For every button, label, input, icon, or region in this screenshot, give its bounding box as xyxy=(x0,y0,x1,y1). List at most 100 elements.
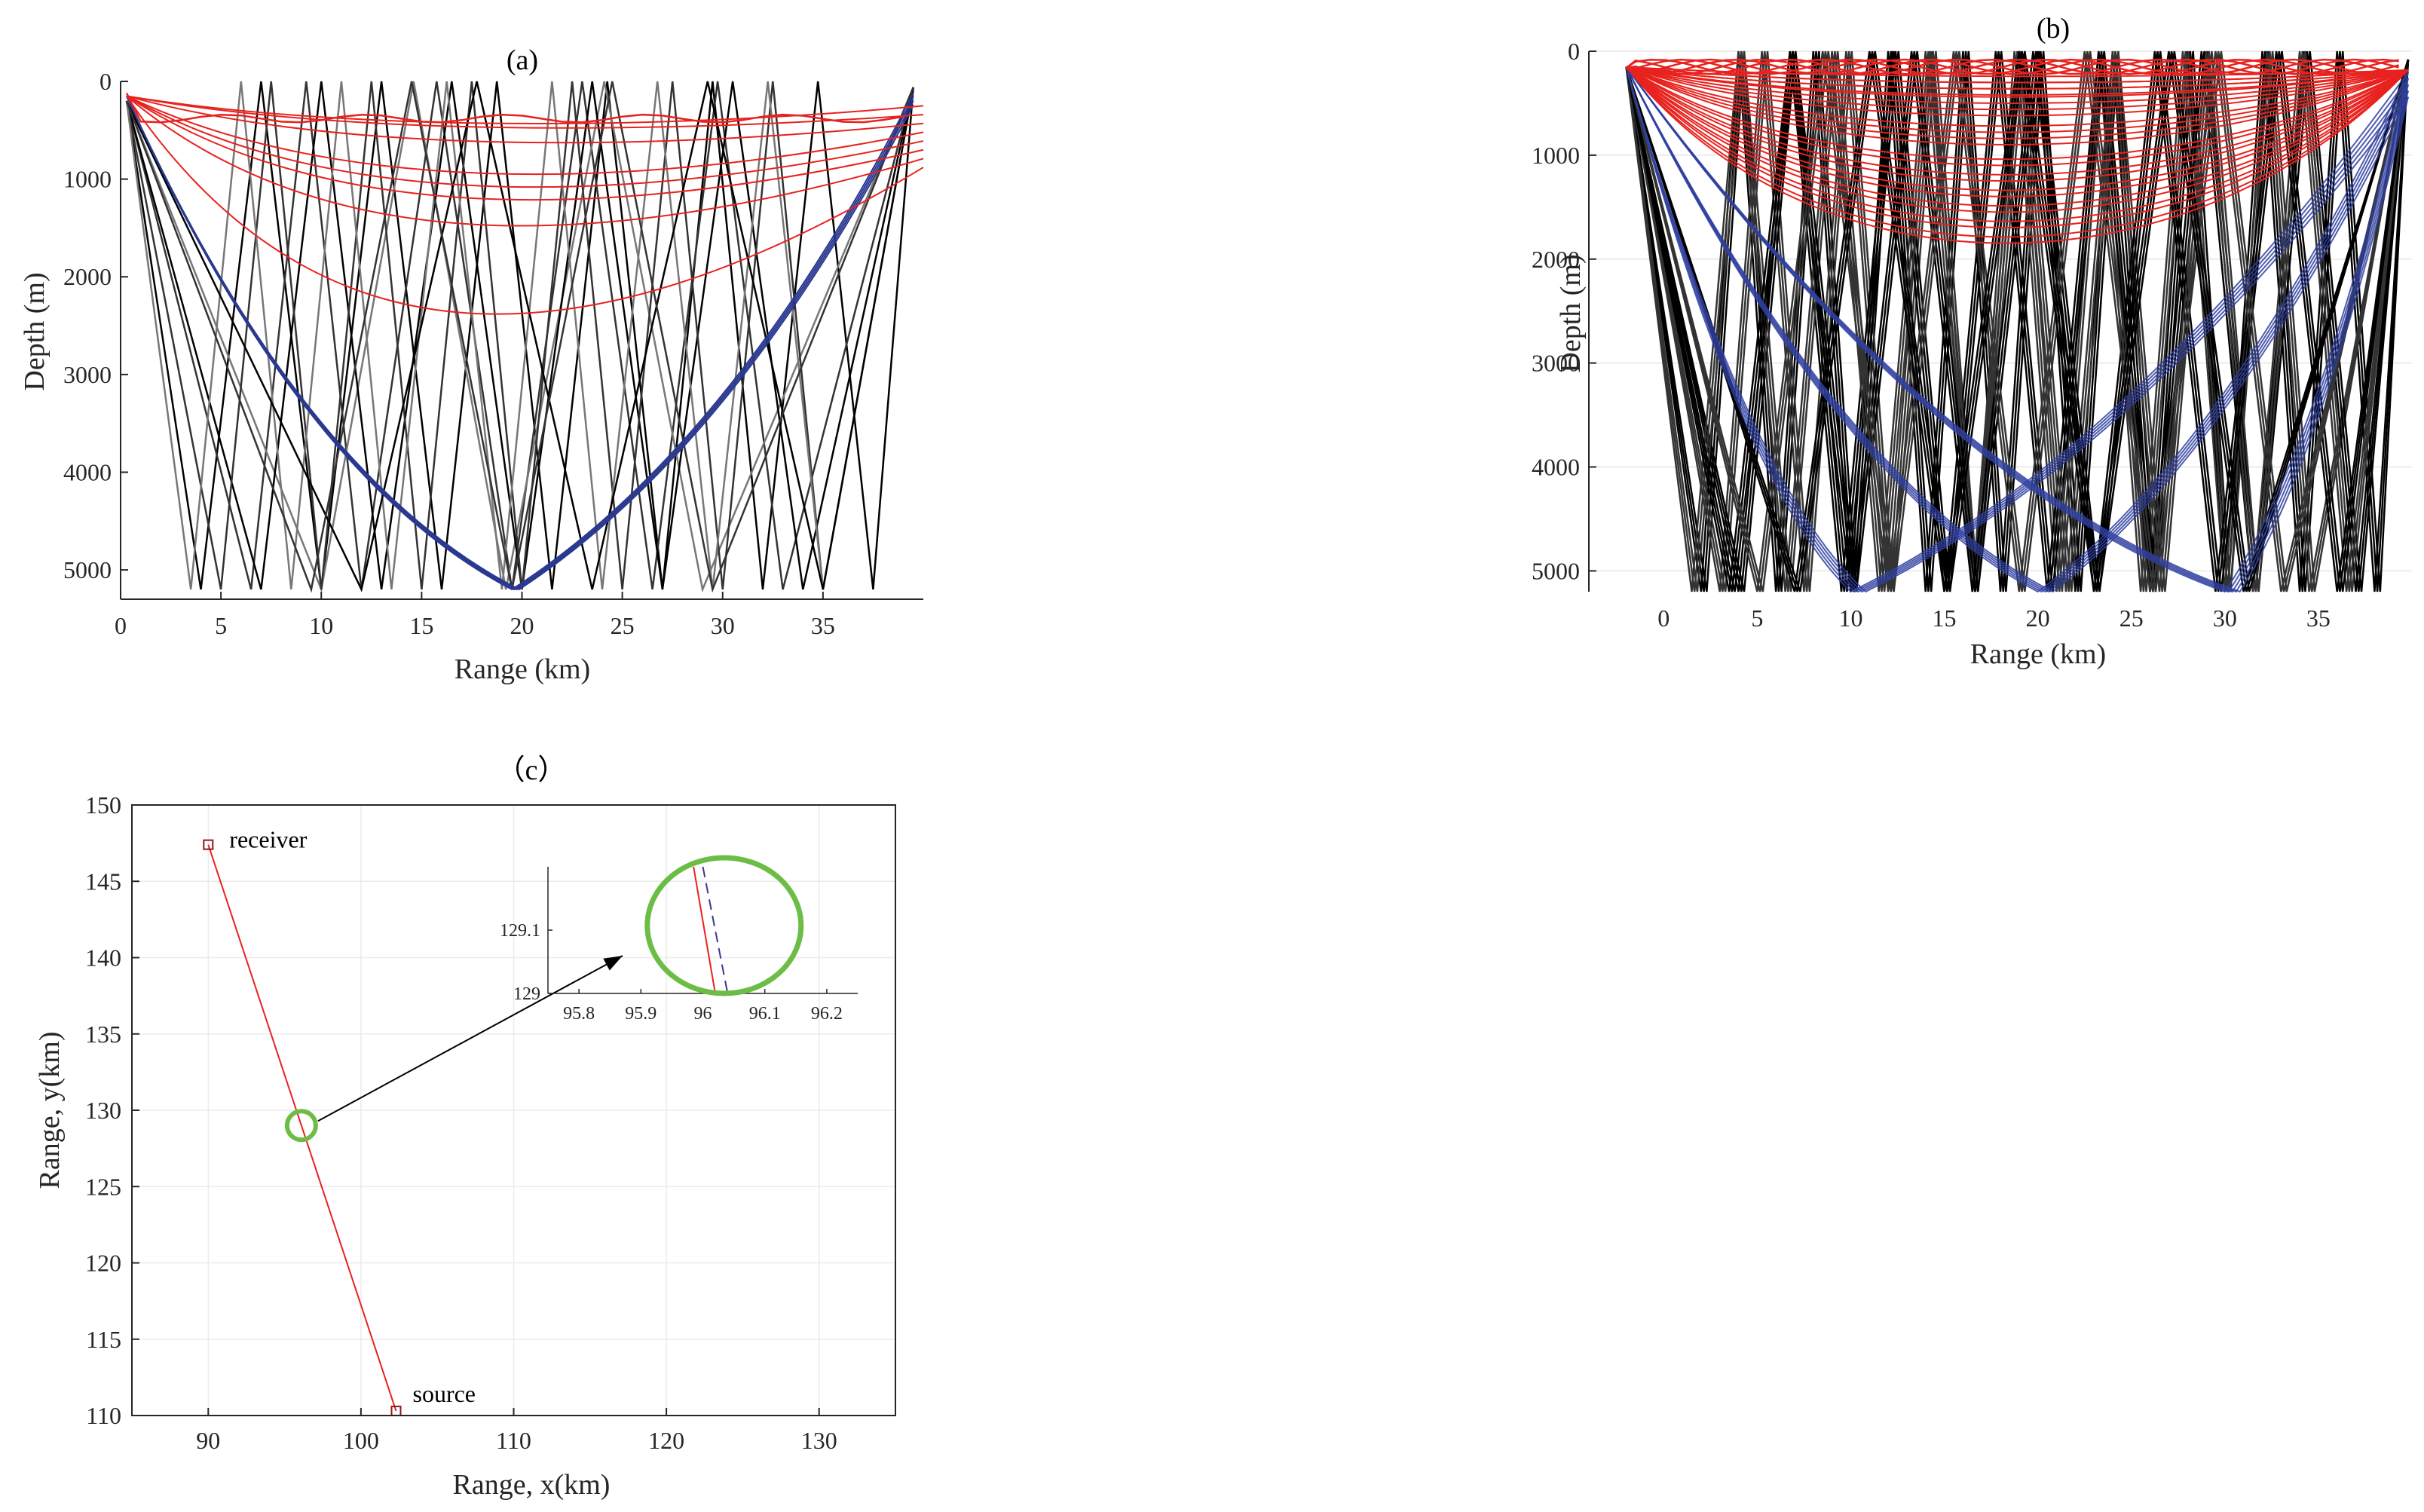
panel-a-refracted-ray xyxy=(126,95,924,129)
panel-b-refracted-ray xyxy=(1626,66,2409,127)
panel-a-refracted-ray xyxy=(126,95,924,124)
panel-b-x-tick-label: 25 xyxy=(2119,604,2144,632)
panel-b-refracted-ray xyxy=(1626,66,2409,133)
panel-c-x-tick-label: 100 xyxy=(343,1427,379,1454)
zoom-arrowhead xyxy=(603,956,623,971)
panel-b-refracted-ray xyxy=(1626,66,2409,161)
panel-b-x-tick-label: 20 xyxy=(2026,604,2050,632)
inset-x-tick-label: 95.8 xyxy=(563,1004,595,1024)
panel-b-x-tick-label: 35 xyxy=(2306,604,2331,632)
panel-b-bottom-bounce-ray xyxy=(1625,51,2410,592)
panel-a-refracted-ray xyxy=(126,95,924,144)
panel-b-x-tick-label: 5 xyxy=(1751,604,1763,632)
panel-a-x-tick-label: 0 xyxy=(115,612,127,639)
inset-y-tick-label: 129 xyxy=(513,984,540,1004)
panel-a-x-tick-label: 10 xyxy=(309,612,333,639)
panel-b-bottom-bounce-ray xyxy=(1625,51,2410,592)
panel-a-axes: 0 5 10 15 20 25 30 35 0 1000 2000 3000 4000 5000 xyxy=(63,68,923,639)
panel-b-direct-bottom-ray xyxy=(1625,66,2409,593)
panel-a-refracted-ray xyxy=(126,95,924,176)
panel-b-chart: (b) 0 5 10 15 20 25 30 35010002000300040005000 … xyxy=(1532,13,2412,670)
panel-b-bottom-bounce-ray xyxy=(1625,51,2410,592)
zoom-arrow xyxy=(317,955,623,1122)
panel-b-refracted-ray xyxy=(1625,66,2409,197)
panel-a-bottom-bounce-ray xyxy=(125,81,914,592)
panel-b-y-axis-label: Depth (m) xyxy=(1555,254,1587,372)
panel-b-refracted-ray xyxy=(1625,66,2409,238)
panel-b-refracted-ray xyxy=(1626,66,2409,139)
panel-c-x-tick-label: 90 xyxy=(196,1427,220,1454)
panel-b-bottom-bounce-ray xyxy=(1625,51,2410,592)
panel-c-x-tick-label: 130 xyxy=(801,1427,837,1454)
panel-a-y-axis-label: Depth (m) xyxy=(19,272,50,390)
panel-b-direct-bottom-ray xyxy=(1625,66,2410,593)
panel-c-x-tick-label: 120 xyxy=(648,1427,684,1454)
panel-b-x-tick-label: 15 xyxy=(1933,604,1957,632)
panel-c-y-tick-label: 115 xyxy=(86,1326,121,1353)
panel-b-x-tick-label: 0 xyxy=(1657,604,1670,632)
inset-highlight-circle xyxy=(644,855,804,996)
panel-c-y-tick-label: 125 xyxy=(85,1173,121,1200)
panel-b-bottom-bounce-ray xyxy=(1625,51,2410,592)
source-label: source xyxy=(412,1380,476,1407)
panel-b-refracted-ray xyxy=(1626,66,2409,98)
panel-a-refracted-ray xyxy=(126,95,924,315)
panel-a-x-axis-label: Range (km) xyxy=(454,653,590,685)
panel-b-direct-bottom-ray xyxy=(1625,66,2409,593)
panel-b-direct-bottom-ray xyxy=(1625,66,2410,593)
panel-b-refracted-ray xyxy=(1625,66,2409,191)
panel-b-y-tick-label: 3000 xyxy=(1532,350,1580,377)
panel-b-refracted-ray xyxy=(1625,66,2409,207)
inset-x-tick-label: 96.1 xyxy=(749,1004,781,1024)
inset-dashed-line xyxy=(702,866,729,994)
panel-b-refracted-ray xyxy=(1625,66,2409,229)
panel-b-direct-bottom-ray xyxy=(1625,66,2410,593)
panel-c-y-tick-label: 140 xyxy=(85,944,121,972)
inset-path-line xyxy=(693,866,716,994)
panel-a-refracted-ray xyxy=(126,95,924,201)
panel-a-direct-bottom-ray xyxy=(126,96,914,591)
panel-b-direct-bottom-ray xyxy=(1625,66,2409,593)
panel-b-x-tick-label: 30 xyxy=(2213,604,2237,632)
panel-c-axes: 90 100 110 120 130 110 115 120 125 130 135 140 145 15… xyxy=(85,791,896,1454)
inset-x-tick-label: 95.9 xyxy=(625,1004,656,1024)
panel-b-y-tick-label: 0 xyxy=(1568,38,1580,65)
panel-c-x-axis-label: Range, x(km) xyxy=(453,1469,611,1501)
panel-c-y-tick-label: 135 xyxy=(85,1021,121,1048)
panel-c-y-axis-label: Range, y(km) xyxy=(34,1032,66,1189)
inset-y-tick-label: 129.1 xyxy=(500,921,540,941)
panel-b-direct-bottom-ray xyxy=(1625,66,2410,593)
panel-b-axes: 0 5 10 15 20 25 30 35 0 1000 2000 3000 4000 5000 xyxy=(1532,38,2331,632)
panel-b-plot-area xyxy=(1625,51,2410,593)
panel-a-refracted-ray xyxy=(126,95,924,188)
panel-b-direct-bottom-ray xyxy=(1625,66,2409,593)
panel-a-x-tick-label: 35 xyxy=(811,612,835,639)
panel-b-surface-duct-ray xyxy=(1625,58,2399,75)
panel-a-y-tick-label: 2000 xyxy=(63,263,112,290)
panel-b-direct-bottom-ray xyxy=(1625,66,2409,593)
panel-a-x-tick-label: 5 xyxy=(215,612,227,639)
panel-b-refracted-ray xyxy=(1626,66,2409,104)
panel-b-direct-bottom-ray xyxy=(1625,66,2409,593)
panel-b-refracted-ray xyxy=(1626,66,2409,176)
panel-c-y-tick-label: 145 xyxy=(85,868,121,895)
panel-b-refracted-ray xyxy=(1626,66,2409,182)
panel-a-x-tick-label: 30 xyxy=(711,612,735,639)
panel-b-surface-duct-ray xyxy=(1626,58,2399,75)
panel-a-title: (a) xyxy=(507,44,538,76)
panel-b-bottom-bounce-ray xyxy=(1625,51,2410,592)
panel-c-chart: （c） 90 100 110 120 130 110 115 120 125 130 135 140 1… xyxy=(34,754,896,1501)
panel-b-direct-bottom-ray xyxy=(1625,66,2409,593)
panel-a-x-tick-label: 25 xyxy=(611,612,635,639)
panel-a-y-tick-label: 0 xyxy=(99,68,112,95)
inset-x-tick-label: 96 xyxy=(694,1004,712,1024)
panel-a-x-tick-label: 20 xyxy=(510,612,534,639)
panel-b-direct-bottom-ray xyxy=(1625,66,2410,593)
panel-a-y-tick-label: 4000 xyxy=(63,458,112,485)
panel-a-y-tick-label: 3000 xyxy=(63,361,112,388)
panel-b-refracted-ray xyxy=(1626,66,2409,167)
panel-b-refracted-ray xyxy=(1625,66,2409,222)
panel-c-y-tick-label: 150 xyxy=(85,791,121,819)
panel-a-bottom-bounce-ray xyxy=(125,81,914,590)
panel-c-y-tick-label: 120 xyxy=(85,1250,121,1277)
